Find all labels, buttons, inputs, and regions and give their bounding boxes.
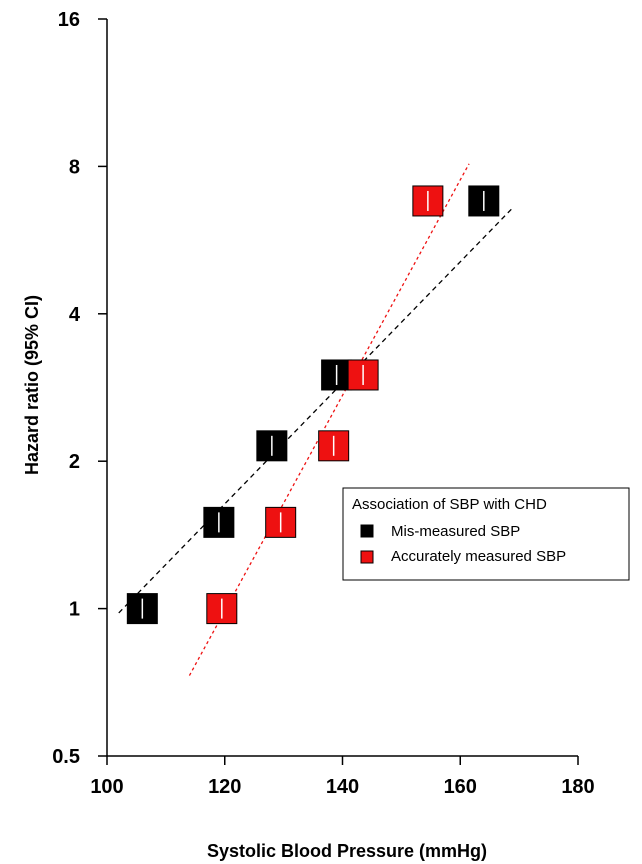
x-tick-label: 160 — [444, 776, 477, 798]
trend-line-accurate — [188, 163, 470, 676]
trend-lines — [118, 163, 514, 676]
x-tick-label: 120 — [208, 776, 241, 798]
legend-swatch-mismeasured — [360, 524, 374, 538]
trend-line-mismeasured — [118, 206, 514, 614]
y-tick-label: 8 — [69, 156, 80, 178]
legend-title: Association of SBP with CHD — [352, 496, 547, 513]
legend-swatch-accurate — [360, 550, 374, 564]
y-tick-label: 1 — [69, 599, 80, 621]
y-tick-label: 16 — [58, 9, 80, 31]
x-tick-label: 140 — [326, 776, 359, 798]
legend-label-mismeasured: Mis-measured SBP — [391, 523, 520, 540]
y-tick-label: 4 — [69, 304, 81, 326]
x-tick-label: 180 — [561, 776, 594, 798]
y-tick-label: 2 — [69, 451, 80, 473]
legend: Association of SBP with CHD Mis-measured… — [342, 487, 630, 581]
axes: 0.5 1 2 4 8 16 100 120 140 160 180 — [52, 9, 595, 798]
legend-box — [342, 487, 630, 581]
y-tick-label: 0.5 — [52, 746, 80, 768]
x-axis-title: Systolic Blood Pressure (mmHg) — [207, 841, 487, 861]
legend-label-accurate: Accurately measured SBP — [391, 548, 566, 565]
x-tick-label: 100 — [90, 776, 123, 798]
data-points — [126, 185, 500, 625]
y-axis-title: Hazard ratio (95% CI) — [22, 295, 42, 475]
